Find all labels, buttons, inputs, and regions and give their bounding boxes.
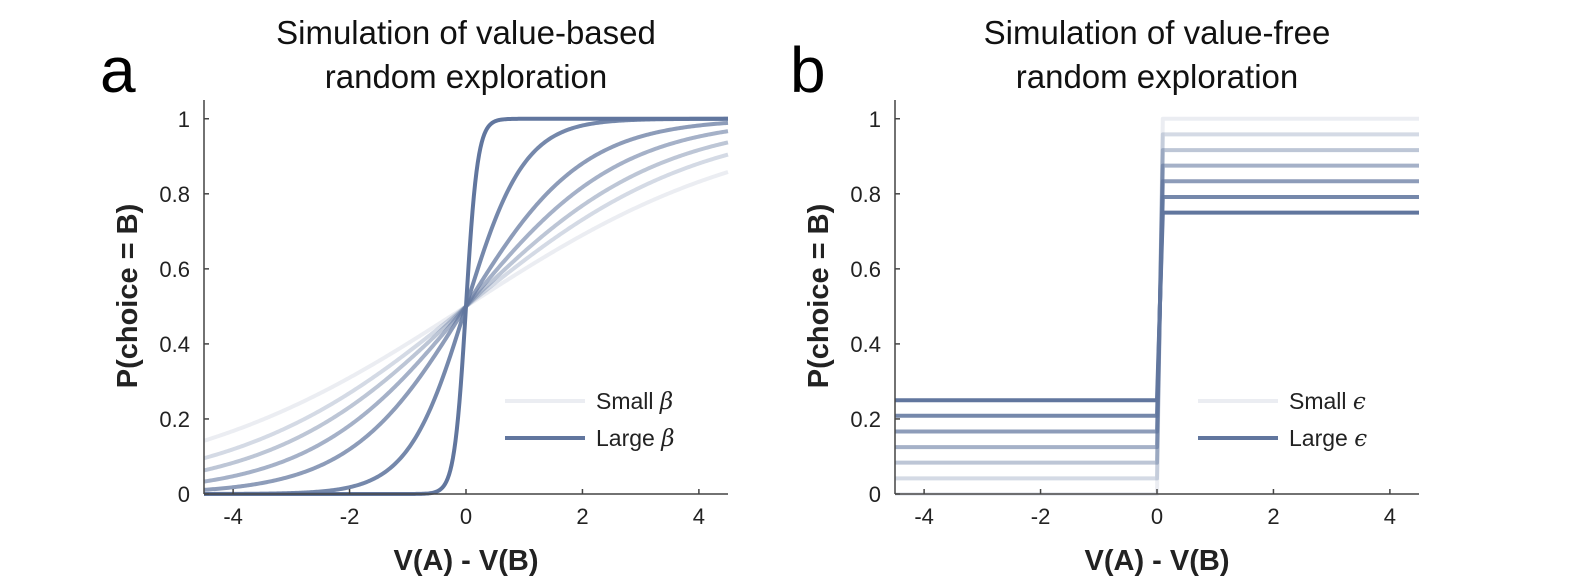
legend-large-label: Large β: [596, 425, 675, 452]
panel-a-legend: Small β Large β: [505, 388, 675, 452]
x-tick-label: 2: [576, 504, 588, 529]
x-tick-label: 0: [460, 504, 472, 529]
panel-b-letter: b: [790, 34, 826, 106]
x-tick-label: -2: [1031, 504, 1051, 529]
panel-b-title-line2: random exploration: [1016, 58, 1299, 95]
y-tick-label: 1: [178, 107, 190, 132]
panel-a-chart: a Simulation of value-based random explo…: [100, 14, 729, 577]
y-tick-label: 0.2: [159, 407, 190, 432]
y-tick-label: 0.2: [850, 407, 881, 432]
x-tick-label: -2: [340, 504, 360, 529]
panel-a-ylabel: P(choice = B): [112, 204, 144, 389]
panel-a-letter: a: [100, 34, 136, 106]
x-tick-label: 4: [1384, 504, 1396, 529]
x-tick-label: 4: [693, 504, 705, 529]
panel-b-ylabel: P(choice = B): [803, 204, 835, 389]
x-tick-label: -4: [223, 504, 243, 529]
legend-large-label: Large ϵ: [1289, 425, 1367, 452]
y-tick-label: 0.8: [159, 182, 190, 207]
x-tick-label: 0: [1151, 504, 1163, 529]
series-line-7: [895, 210, 1419, 403]
x-tick-label: -4: [914, 504, 934, 529]
y-tick-label: 1: [869, 107, 881, 132]
panel-b-axes: -4 -2 0 2 4 0 0.2 0.4 0.6 0.8 1: [850, 100, 1419, 529]
panel-b-series: [895, 116, 1419, 496]
panel-a-axes: -4 -2 0 2 4 0 0.2 0.4 0.6 0.8 1: [159, 100, 728, 529]
panel-b-chart: b Simulation of value-free random explor…: [790, 14, 1419, 577]
panel-a-xlabel: V(A) - V(B): [394, 545, 539, 577]
y-tick-label: 0: [178, 482, 190, 507]
y-tick-label: 0.6: [159, 257, 190, 282]
x-tick-label: 2: [1267, 504, 1279, 529]
y-tick-label: 0.6: [850, 257, 881, 282]
y-tick-label: 0: [869, 482, 881, 507]
legend-small-label: Small ϵ: [1289, 388, 1366, 415]
y-tick-label: 0.4: [850, 332, 881, 357]
y-tick-label: 0.4: [159, 332, 190, 357]
panel-b-legend: Small ϵ Large ϵ: [1198, 388, 1367, 452]
y-tick-label: 0.8: [850, 182, 881, 207]
panel-b-xlabel: V(A) - V(B): [1085, 545, 1230, 577]
legend-small-label: Small β: [596, 388, 673, 415]
panel-a-title-line1: Simulation of value-based: [276, 14, 656, 51]
panel-a-title-line2: random exploration: [325, 58, 608, 95]
panel-b-title-line1: Simulation of value-free: [984, 14, 1331, 51]
